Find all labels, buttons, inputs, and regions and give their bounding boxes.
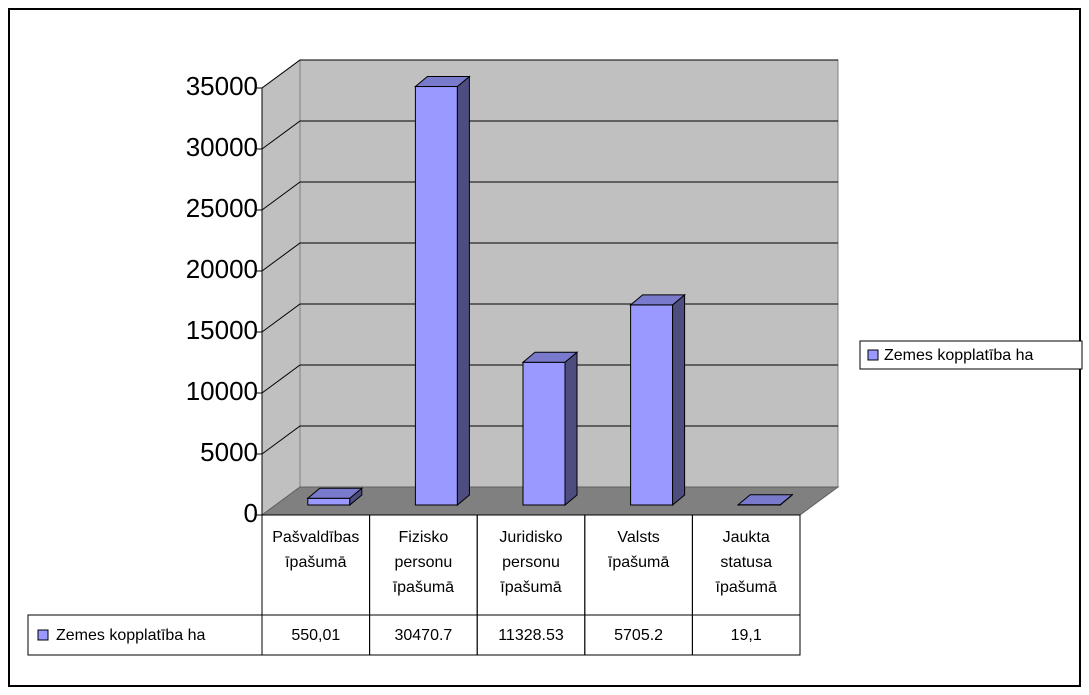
y-tick-label: 15000	[186, 315, 258, 345]
table-series-name: Zemes kopplatība ha	[56, 627, 206, 644]
legend-key	[867, 349, 879, 361]
category-label: Juridisko personu īpašumā	[499, 529, 563, 596]
table-value: 550,01	[291, 627, 341, 644]
bar-top	[306, 487, 364, 499]
bar-side	[672, 293, 686, 507]
grid-line	[261, 242, 838, 272]
bar-front	[630, 304, 674, 506]
y-tick-label: 30000	[186, 132, 258, 162]
bar-front	[522, 361, 566, 506]
y-tick-label: 5000	[200, 437, 258, 467]
table-legend-key	[37, 629, 49, 641]
y-tick-label: 25000	[186, 193, 258, 223]
category-label: Jaukta statusa īpašumā	[715, 529, 777, 596]
grid-line	[261, 181, 838, 211]
table-value: 19,1	[730, 627, 762, 644]
grid-line	[261, 120, 838, 150]
table-value: 30470.7	[394, 627, 453, 644]
left-wall	[261, 59, 301, 516]
bar-front	[307, 497, 351, 506]
y-tick-label: 0	[244, 498, 258, 528]
bar-side	[564, 351, 578, 507]
y-tick-label: 20000	[186, 254, 258, 284]
table-cell	[691, 614, 801, 656]
bar-front	[414, 86, 458, 506]
y-tick-label: 35000	[186, 71, 258, 101]
bar-side	[456, 75, 470, 507]
category-label: Valsts īpašumā	[607, 529, 670, 571]
legend-label: Zemes kopplatība ha	[884, 347, 1034, 364]
table-value: 5705.2	[614, 627, 664, 644]
bar-top	[414, 76, 471, 88]
grid-line	[261, 59, 838, 89]
bar-top	[521, 351, 579, 363]
bar-top	[736, 494, 794, 506]
category-label: Fizisko personu īpašumā	[392, 529, 455, 596]
y-tick-label: 10000	[186, 376, 258, 406]
category-label: Pašvaldības īpašumā	[272, 529, 360, 571]
legend-box	[859, 340, 1083, 370]
table-value: 11328.53	[498, 627, 564, 644]
bar-top	[629, 294, 686, 306]
